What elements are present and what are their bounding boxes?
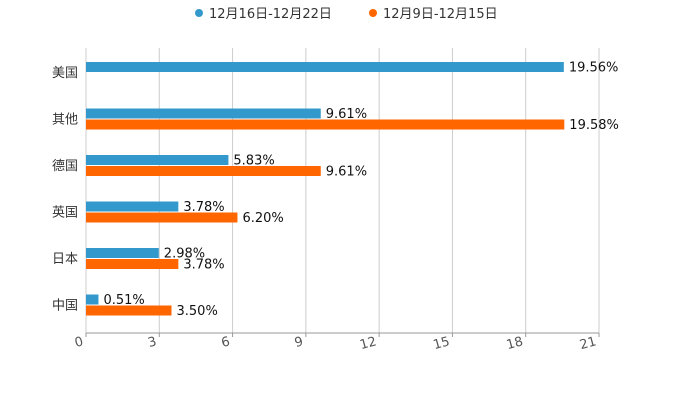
legend-label-1[interactable]: 12月9日-12月15日 bbox=[383, 7, 498, 22]
x-tick-label: 9 bbox=[293, 334, 305, 351]
x-tick-label: 21 bbox=[578, 334, 598, 353]
bar-week-dec16-22[interactable] bbox=[86, 108, 321, 119]
x-tick-label: 15 bbox=[432, 334, 452, 353]
grid bbox=[85, 48, 600, 333]
bar-week-dec16-22[interactable] bbox=[86, 155, 229, 165]
bar-week-dec9-15[interactable] bbox=[86, 305, 172, 316]
legend-label-0[interactable]: 12月16日-12月22日 bbox=[209, 7, 332, 22]
category-label: 日本 bbox=[52, 252, 78, 267]
x-tick-label: 12 bbox=[358, 334, 378, 353]
x-tick-label: 6 bbox=[220, 334, 232, 351]
x-tick-label: 18 bbox=[505, 334, 525, 353]
x-axis: 0 3 6 9 12 15 18 21 bbox=[73, 332, 600, 353]
bar-week-dec9-15[interactable] bbox=[86, 119, 565, 130]
bar-week-dec16-22[interactable] bbox=[86, 62, 564, 72]
value-label: 19.56% bbox=[569, 61, 619, 76]
value-label: 19.58% bbox=[569, 118, 619, 133]
bars bbox=[86, 62, 565, 316]
value-label: 2.98% bbox=[164, 247, 205, 262]
value-label: 9.61% bbox=[326, 107, 367, 122]
bar-week-dec16-22[interactable] bbox=[86, 248, 159, 258]
x-tick-label: 3 bbox=[146, 334, 158, 351]
value-label: 9.61% bbox=[326, 165, 367, 180]
category-label: 德国 bbox=[52, 159, 78, 174]
value-label: 0.51% bbox=[103, 293, 144, 308]
value-label: 3.78% bbox=[183, 258, 224, 273]
value-labels: 19.56% 9.61% 19.58% 5.83% 9.61% 3.78% 6.20% 2.9… bbox=[103, 61, 618, 320]
value-label: 3.78% bbox=[183, 200, 224, 215]
category-label: 其他 bbox=[52, 113, 78, 128]
bar-week-dec9-15[interactable] bbox=[86, 259, 179, 269]
x-tick-label: 0 bbox=[73, 334, 85, 351]
category-label: 中国 bbox=[52, 299, 78, 314]
bar-week-dec9-15[interactable] bbox=[86, 212, 238, 223]
category-label: 美国 bbox=[52, 66, 78, 81]
legend-marker-0 bbox=[195, 9, 203, 17]
legend: 12月16日-12月22日 12月9日-12月15日 bbox=[195, 7, 498, 22]
bar-week-dec16-22[interactable] bbox=[86, 201, 179, 212]
bar-week-dec9-15[interactable] bbox=[86, 166, 321, 176]
category-label: 英国 bbox=[52, 206, 78, 221]
bar-week-dec16-22[interactable] bbox=[86, 294, 99, 305]
legend-marker-1 bbox=[369, 9, 377, 17]
value-label: 6.20% bbox=[242, 211, 283, 226]
value-label: 3.50% bbox=[177, 304, 218, 319]
value-label: 5.83% bbox=[233, 154, 274, 169]
